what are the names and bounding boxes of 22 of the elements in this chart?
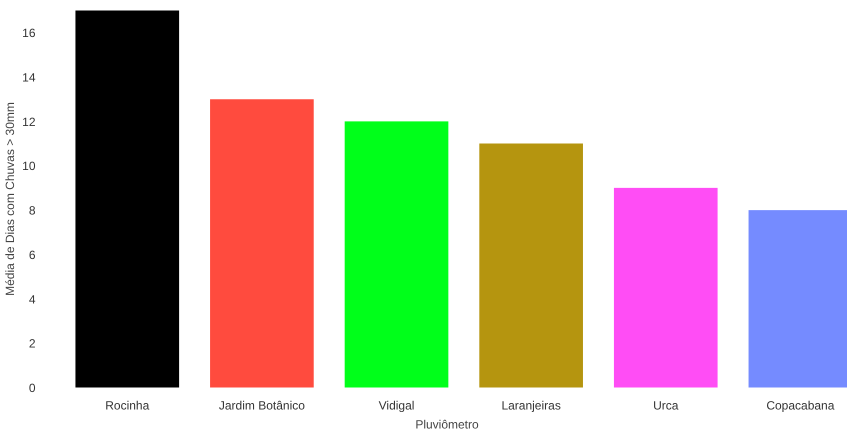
x-tick-label: Vidigal: [378, 398, 414, 412]
y-tick-label: 10: [22, 159, 36, 174]
y-tick-label: 12: [22, 114, 36, 129]
y-tick-label: 8: [28, 204, 36, 218]
x-tick-label: Jardim Botânico: [218, 398, 306, 412]
y-tick-label: 14: [22, 70, 36, 85]
bar: [75, 10, 180, 388]
y-axis-title: Média de Dias com Chuvas > 30mm: [3, 102, 18, 296]
bar: [614, 188, 718, 388]
y-tick-label: 0: [28, 381, 36, 395]
x-tick-label: Laranjeiras: [501, 398, 561, 412]
x-axis-title: Pluviômetro: [415, 418, 480, 432]
x-tick-label: Copacabana: [766, 398, 835, 412]
x-tick-label: Urca: [653, 398, 679, 412]
x-tick-label: Rocinha: [105, 398, 150, 412]
bar: [479, 144, 583, 388]
y-tick-label: 2: [28, 336, 36, 351]
y-tick-label: 6: [28, 248, 36, 262]
bar: [210, 99, 314, 388]
y-tick-label: 16: [22, 26, 36, 40]
bar: [344, 121, 448, 388]
y-tick-label: 4: [28, 292, 36, 306]
